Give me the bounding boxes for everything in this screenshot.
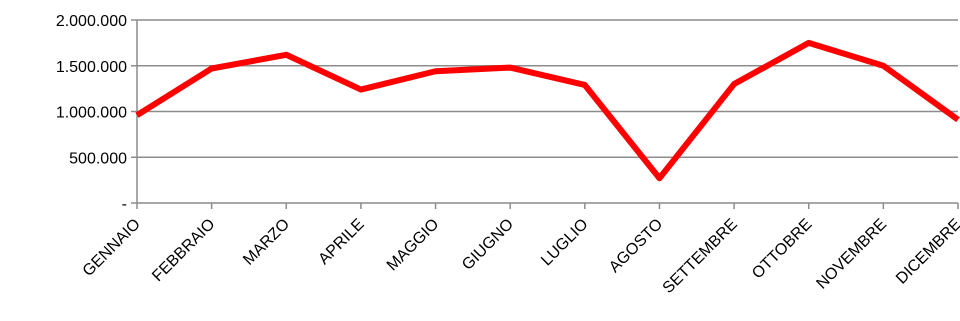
x-tick-labels: GENNAIO FEBBRAIO MARZO APRILE MAGGIO GIUGNO LU… [80,216,960,297]
x-tick-label: GIUGNO [459,216,517,274]
x-tick-label: MARZO [240,216,293,269]
y-tick-label: 2.000.000 [56,13,127,30]
series-line [135,39,960,182]
x-tick-label: GENNAIO [80,216,144,280]
x-tick-label: SETTEMBRE [660,216,741,297]
x-tick-label: FEBBRAIO [149,216,218,285]
axes [131,19,959,209]
x-tick-label: APRILE [315,216,367,268]
y-tick-label: - [122,196,127,213]
x-tick-label: AGOSTO [606,216,666,276]
y-tick-labels: - 500.000 1.000.000 1.500.000 2.000.000 [56,13,127,213]
x-tick-label: OTTOBRE [749,216,816,283]
x-tick-label: MAGGIO [384,216,443,275]
y-tick-label: 500.000 [69,150,127,167]
y-tick-label: 1.000.000 [56,105,127,122]
y-tick-label: 1.500.000 [56,59,127,76]
series-layer [135,39,960,182]
x-tick-label: LUGLIO [538,216,592,270]
gridlines [137,19,958,158]
x-tick-label: DICEMBRE [893,216,960,288]
x-tick-label: NOVEMBRE [813,216,890,293]
